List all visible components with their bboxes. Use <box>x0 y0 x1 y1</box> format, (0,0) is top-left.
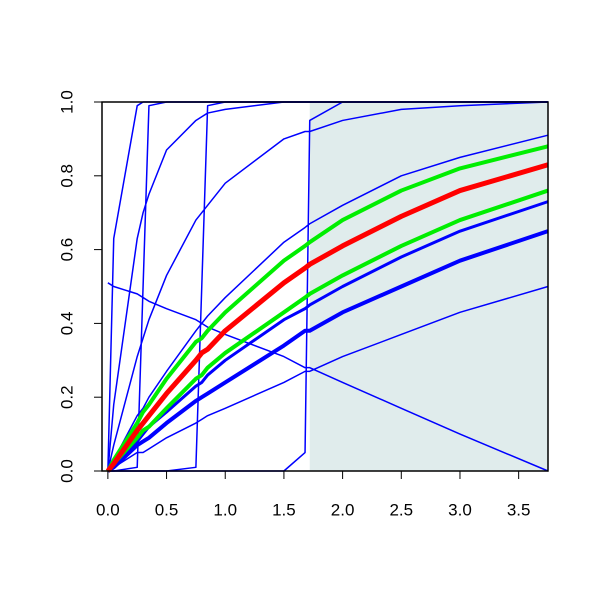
shaded-region <box>309 102 548 471</box>
x-tick-label: 0.0 <box>96 500 120 519</box>
series-line <box>106 229 549 473</box>
x-tick-label: 1.0 <box>213 500 237 519</box>
series-line <box>106 188 549 473</box>
series-line <box>107 282 549 472</box>
y-tick-label: 0.2 <box>57 385 76 409</box>
plot-frame <box>101 101 549 472</box>
x-tick-label: 0.5 <box>155 500 179 519</box>
y-tick-label: 0.8 <box>57 164 76 188</box>
series-line <box>106 144 549 472</box>
series-line <box>106 200 549 472</box>
y-tick-label: 0.0 <box>57 459 76 483</box>
series-line <box>107 285 549 472</box>
y-tick-label: 0.6 <box>57 238 76 262</box>
x-tick-label: 2.5 <box>389 500 413 519</box>
x-tick-label: 3.5 <box>507 500 531 519</box>
y-tick-label: 0.4 <box>57 312 76 336</box>
x-tick-label: 2.0 <box>331 500 355 519</box>
x-tick-label: 3.0 <box>448 500 472 519</box>
y-tick-label: 1.0 <box>57 90 76 114</box>
series-line <box>105 162 549 473</box>
series-line <box>107 134 549 472</box>
x-tick-label: 1.5 <box>272 500 296 519</box>
